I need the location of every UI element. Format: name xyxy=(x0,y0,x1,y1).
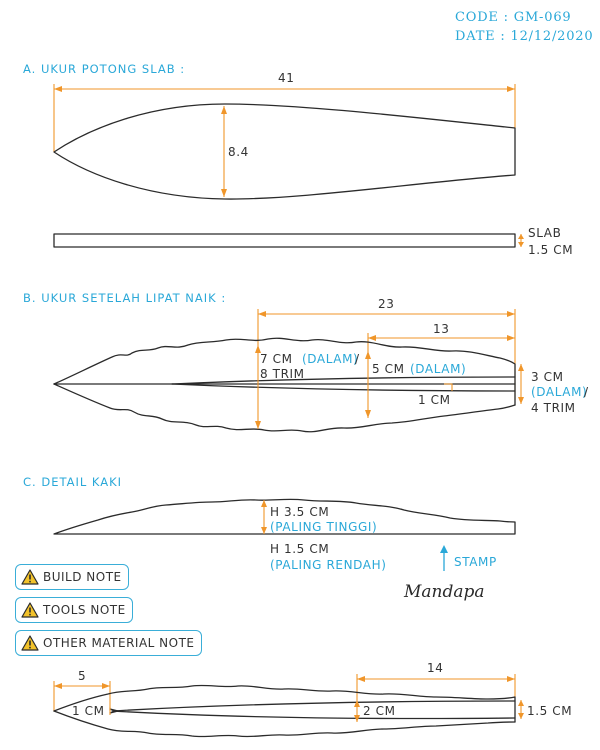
warning-icon xyxy=(21,602,39,618)
depth-7cm-dimension xyxy=(255,345,261,429)
depth-5cm-dalam-note: (DALAM) xyxy=(410,362,466,376)
slab-top-view-outline xyxy=(53,103,516,200)
length-23-dimension xyxy=(257,309,516,400)
length-5-dimension xyxy=(53,681,111,711)
trim-8-label: 8 TRIM xyxy=(260,367,305,381)
bottom-upper-outline xyxy=(53,684,516,723)
bottom-tip-fold xyxy=(109,708,119,714)
length-13-label: 13 xyxy=(433,322,449,336)
fold-inner-lower-line xyxy=(171,383,516,392)
width-8-4-label: 8.4 xyxy=(228,145,249,159)
width-1cm-label: 1 CM xyxy=(72,704,105,718)
depth-7cm-slash: / xyxy=(355,352,360,366)
height-low-label: H 1.5 CM xyxy=(270,542,329,556)
depth-5cm-dimension xyxy=(365,351,371,418)
depth-3cm-dimension xyxy=(518,364,524,404)
depth-5cm-label: 5 CM xyxy=(372,362,405,376)
height-high-label: H 3.5 CM xyxy=(270,505,329,519)
depth-7cm-dalam-note: (DALAM) xyxy=(302,352,358,366)
build-note-label: BUILD NOTE xyxy=(43,570,122,584)
width-2cm-dimension xyxy=(354,700,360,722)
bottom-lower-outline xyxy=(53,710,516,738)
bottom-inner-lower-line xyxy=(111,710,516,720)
length-14-dimension xyxy=(356,674,516,700)
tools-note-button[interactable]: TOOLS NOTE xyxy=(15,597,133,623)
length-5-label: 5 xyxy=(78,669,86,683)
tools-note-label: TOOLS NOTE xyxy=(43,603,126,617)
stamp-label: STAMP xyxy=(454,555,497,569)
fold-inner-upper-line xyxy=(171,376,516,385)
slab-side-view xyxy=(53,233,516,248)
slab-thickness-dimension xyxy=(518,234,524,247)
build-note-button[interactable]: BUILD NOTE xyxy=(15,564,129,590)
slab-thickness-label: 1.5 CM xyxy=(528,243,573,257)
height-high-note: (PALING TINGGI) xyxy=(270,520,377,534)
bottom-inner-upper-line xyxy=(111,700,516,712)
length-41-label: 41 xyxy=(278,71,294,85)
depth-3cm-dalam-note: (DALAM) xyxy=(531,385,587,399)
right-angle-marker xyxy=(444,383,453,391)
warning-icon xyxy=(21,569,39,585)
section-b-title: B. UKUR SETELAH LIPAT NAIK : xyxy=(23,291,226,305)
folded-lower-outline xyxy=(53,383,516,433)
height-low-note: (PALING RENDAH) xyxy=(270,558,387,572)
other-material-note-label: OTHER MATERIAL NOTE xyxy=(43,636,195,650)
other-material-note-button[interactable]: OTHER MATERIAL NOTE xyxy=(15,630,202,656)
section-a-title: A. UKUR POTONG SLAB : xyxy=(23,62,185,76)
length-14-label: 14 xyxy=(427,661,443,675)
warning-icon xyxy=(21,635,39,651)
depth-3cm-label: 3 CM xyxy=(531,370,564,384)
slab-label: SLAB xyxy=(528,226,561,240)
width-1-5cm-label: 1.5 CM xyxy=(527,704,572,718)
stamp-arrow xyxy=(440,545,448,571)
code-label: CODE : GM-069 xyxy=(455,10,571,25)
length-23-label: 23 xyxy=(378,297,394,311)
date-label: DATE : 12/12/2020 xyxy=(455,29,593,44)
section-c-title: C. DETAIL KAKI xyxy=(23,475,122,489)
gap-1cm-label: 1 CM xyxy=(418,393,451,407)
depth-7cm-label: 7 CM xyxy=(260,352,293,366)
leg-side-profile-outline xyxy=(53,498,516,535)
folded-upper-outline xyxy=(53,337,516,406)
height-3-5cm-dimension xyxy=(261,500,267,534)
depth-3cm-slash: / xyxy=(584,385,589,399)
trim-4-label: 4 TRIM xyxy=(531,401,576,415)
width-2cm-label: 2 CM xyxy=(363,704,396,718)
width-1-5cm-dimension xyxy=(518,700,524,719)
mandapa-logo: Mandapa xyxy=(403,582,485,602)
length-41-dimension xyxy=(53,84,516,152)
width-8-4-dimension xyxy=(221,106,227,197)
